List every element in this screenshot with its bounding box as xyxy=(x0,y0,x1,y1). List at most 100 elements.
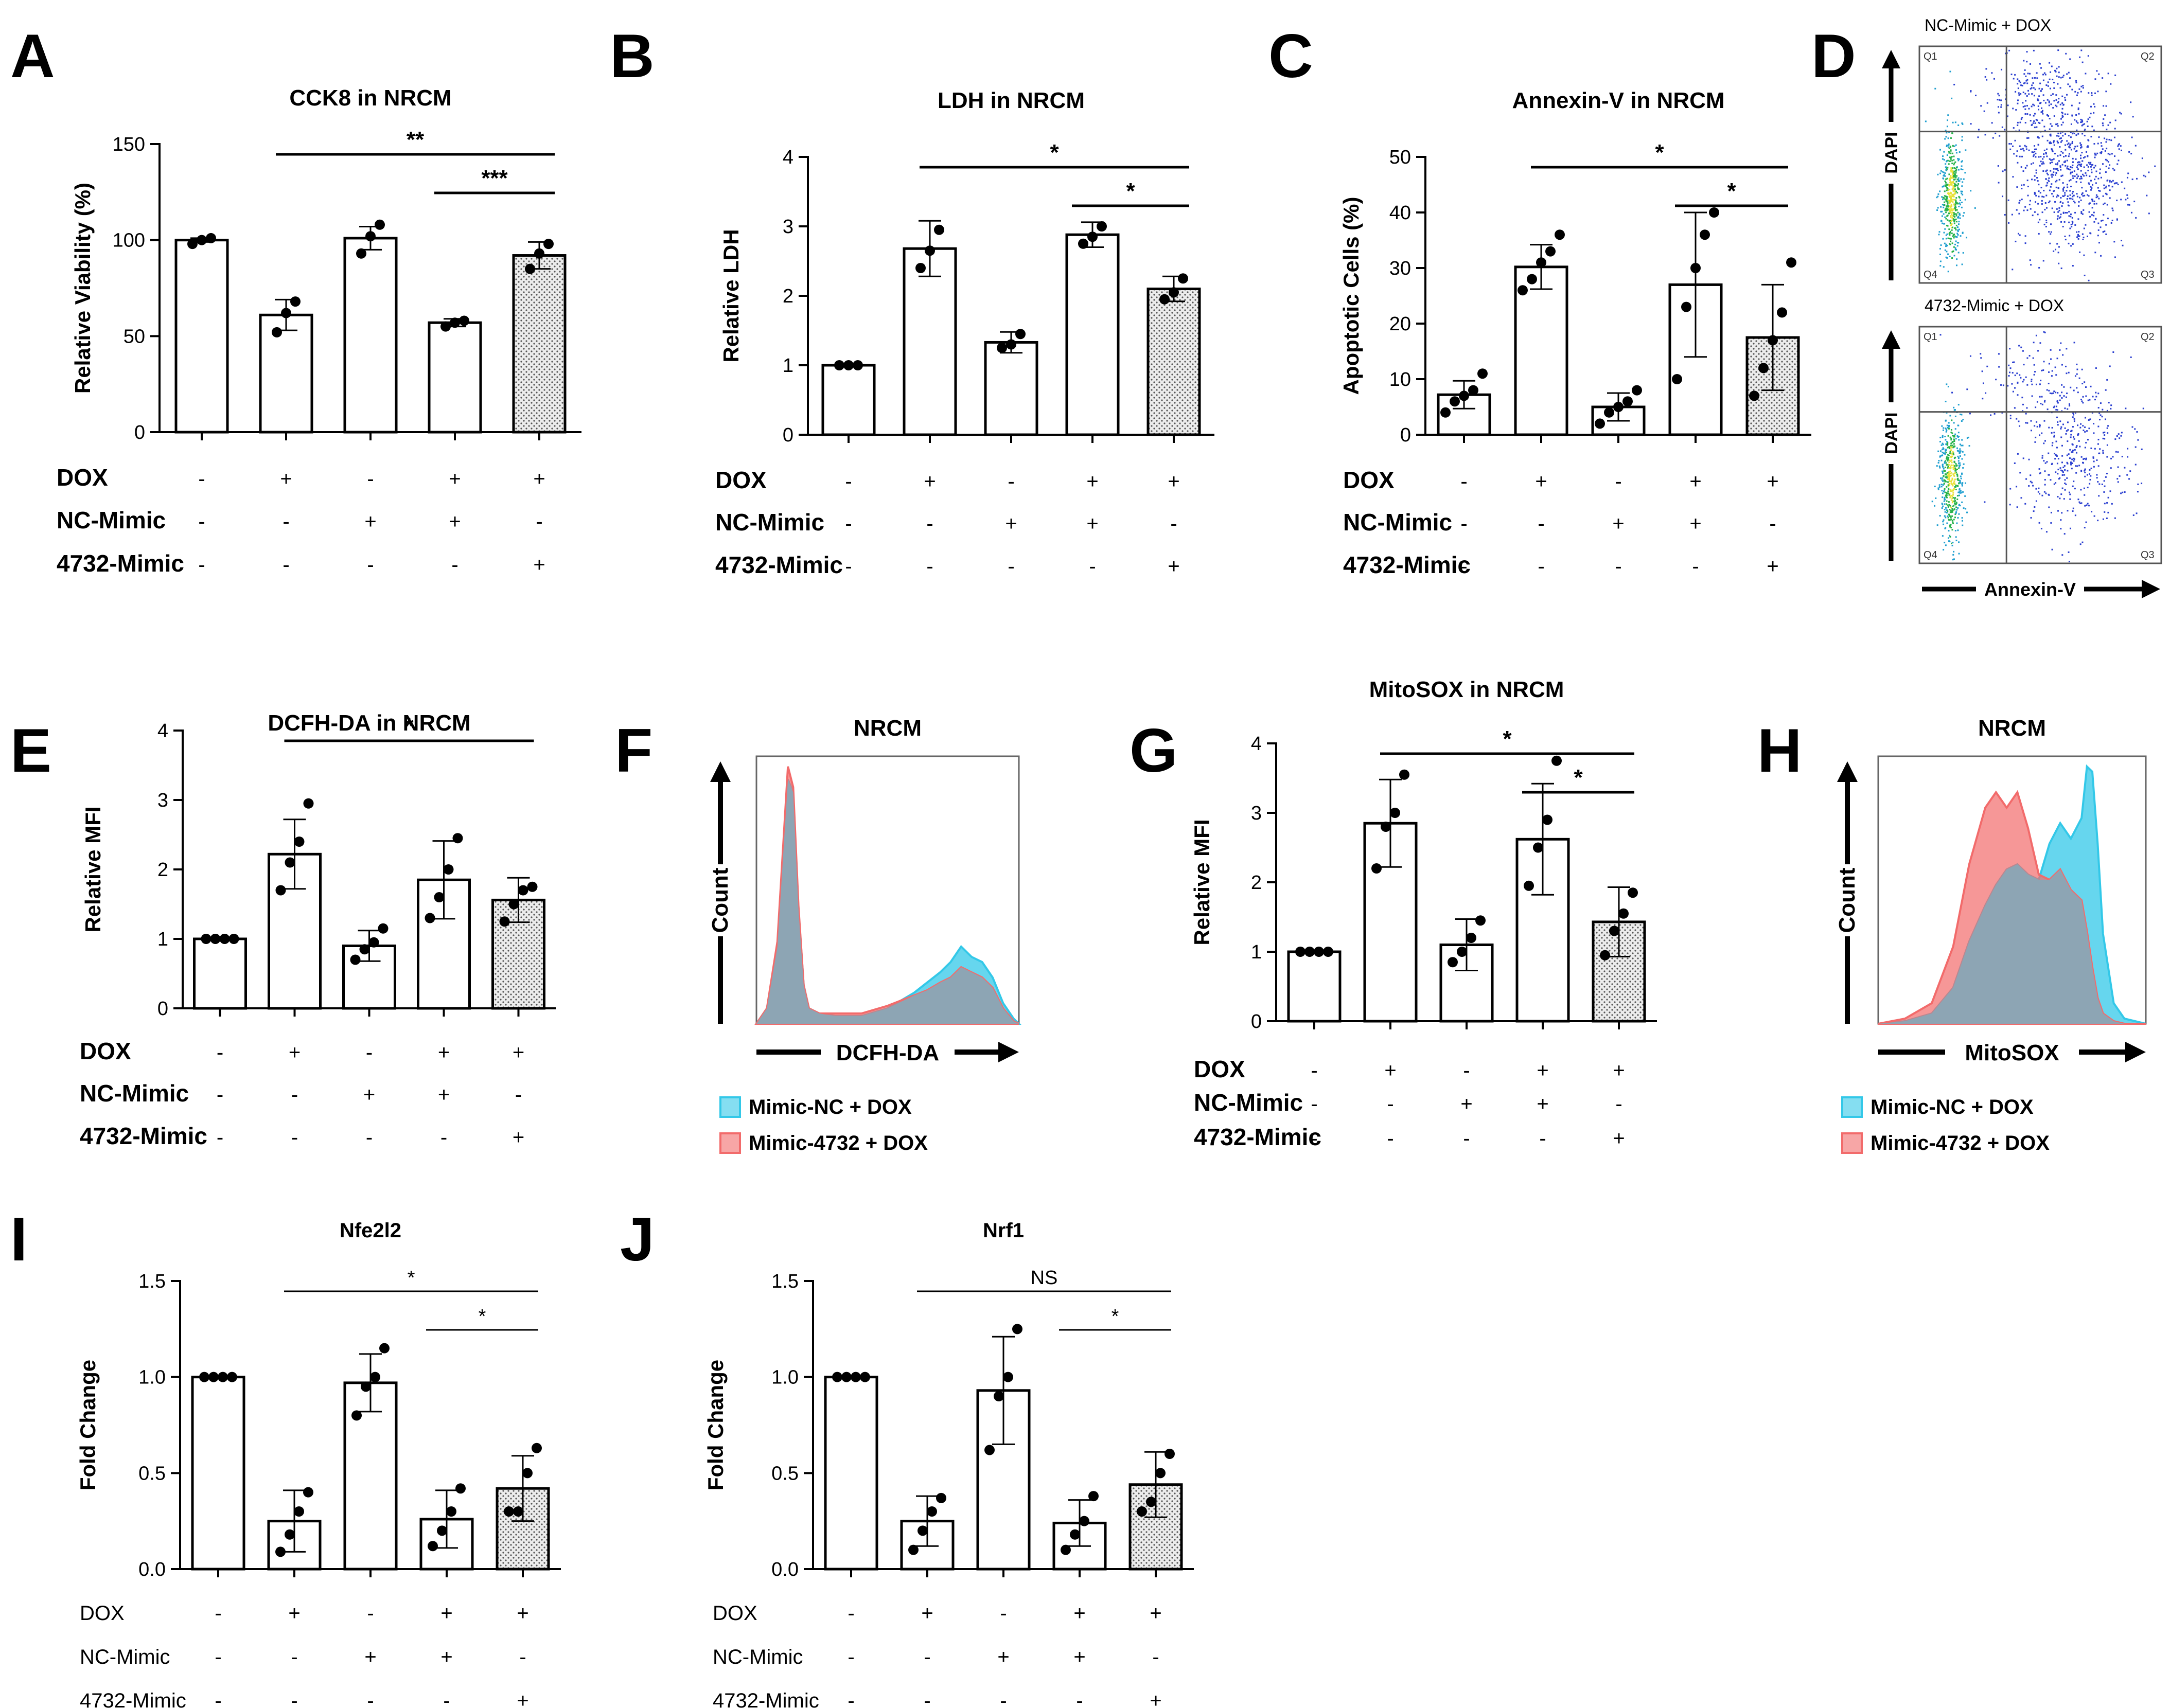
event-dot xyxy=(1954,498,1956,500)
event-dot xyxy=(2053,250,2055,252)
event-dot xyxy=(2070,149,2072,151)
event-dot xyxy=(2093,466,2095,468)
event-dot xyxy=(2028,458,2030,460)
event-dot xyxy=(2033,49,2035,51)
event-dot xyxy=(2078,465,2080,467)
quadrant-label: Q1 xyxy=(1924,51,1937,62)
event-dot xyxy=(2021,117,2023,119)
event-dot xyxy=(1999,135,2001,137)
event-dot xyxy=(2050,174,2052,176)
y-tick-label: 20 xyxy=(1389,313,1411,335)
event-dot xyxy=(1948,220,1950,222)
event-dot xyxy=(2105,105,2107,107)
event-dot xyxy=(2105,171,2107,173)
event-dot xyxy=(2073,170,2075,172)
event-dot xyxy=(2040,90,2042,92)
condition-symbol: - xyxy=(215,1689,221,1708)
event-dot xyxy=(2077,392,2079,394)
event-dot xyxy=(2067,470,2069,472)
event-dot xyxy=(2037,350,2039,352)
event-dot xyxy=(1947,484,1949,486)
event-dot xyxy=(2058,246,2060,248)
event-dot xyxy=(1947,201,1949,203)
event-dot xyxy=(2033,115,2035,117)
event-dot xyxy=(2059,165,2061,167)
event-dot xyxy=(2042,170,2044,172)
event-dot xyxy=(2072,265,2074,267)
event-dot xyxy=(1958,479,1960,482)
event-dot xyxy=(2055,440,2057,442)
event-dot xyxy=(1944,436,1946,438)
event-dot xyxy=(2073,438,2075,440)
event-dot xyxy=(1961,492,1963,494)
event-dot xyxy=(1950,466,1952,468)
event-dot xyxy=(2116,218,2118,220)
event-dot xyxy=(2083,429,2085,431)
event-dot xyxy=(2077,92,2079,94)
event-dot xyxy=(2136,177,2138,180)
event-dot xyxy=(2040,67,2042,69)
event-dot xyxy=(2039,383,2041,385)
event-dot xyxy=(2022,170,2024,172)
event-dot xyxy=(2018,212,2020,215)
event-dot xyxy=(2050,133,2052,135)
event-dot xyxy=(1986,102,1988,104)
event-dot xyxy=(1950,169,1952,171)
event-dot xyxy=(2078,377,2080,379)
event-dot xyxy=(2071,104,2073,106)
event-dot xyxy=(2106,193,2108,195)
event-dot xyxy=(2134,446,2137,448)
condition-symbol: + xyxy=(1150,1689,1161,1708)
event-dot xyxy=(2058,135,2060,137)
significance-label: * xyxy=(1655,140,1664,165)
event-dot xyxy=(2089,418,2091,420)
event-dot xyxy=(1951,163,1953,165)
event-dot xyxy=(2030,120,2032,122)
event-dot xyxy=(2084,447,2086,449)
data-point xyxy=(1155,1468,1166,1479)
event-dot xyxy=(2065,211,2067,214)
event-dot xyxy=(1949,220,1951,222)
event-dot xyxy=(2023,150,2025,152)
event-dot xyxy=(1940,220,1943,222)
event-dot xyxy=(1957,180,1960,182)
event-dot xyxy=(1954,188,1956,190)
event-dot xyxy=(1978,129,1980,131)
event-dot xyxy=(1950,472,1952,474)
event-dot xyxy=(2063,533,2066,535)
event-dot xyxy=(2049,128,2051,130)
condition-row-label: DOX xyxy=(715,467,767,493)
x-axis-label: DCFH-DA xyxy=(836,1040,939,1065)
event-dot xyxy=(2069,190,2071,192)
event-dot xyxy=(1947,253,1949,255)
event-dot xyxy=(2045,153,2047,155)
event-dot xyxy=(1946,496,1948,499)
event-dot xyxy=(2068,453,2070,455)
data-point xyxy=(446,1506,456,1517)
event-dot xyxy=(2109,197,2111,199)
event-dot xyxy=(1986,365,1988,367)
event-dot xyxy=(2104,202,2106,204)
event-dot xyxy=(1951,209,1953,211)
event-dot xyxy=(1952,554,1954,556)
data-point xyxy=(1690,263,1701,273)
event-dot xyxy=(2043,189,2045,191)
event-dot xyxy=(2029,114,2031,116)
event-dot xyxy=(2012,145,2014,147)
event-dot xyxy=(1953,500,1955,502)
event-dot xyxy=(2065,239,2067,241)
event-dot xyxy=(1952,435,1954,437)
event-dot xyxy=(1942,492,1944,494)
event-dot xyxy=(2053,406,2055,408)
event-dot xyxy=(2085,190,2087,192)
event-dot xyxy=(1949,436,1951,438)
event-dot xyxy=(1962,123,1964,125)
event-dot xyxy=(2125,407,2127,410)
event-dot xyxy=(2061,474,2063,476)
event-dot xyxy=(2067,440,2069,442)
event-dot xyxy=(1945,507,1947,509)
event-dot xyxy=(1982,398,1984,400)
data-point xyxy=(997,343,1007,353)
event-dot xyxy=(1949,188,1951,190)
